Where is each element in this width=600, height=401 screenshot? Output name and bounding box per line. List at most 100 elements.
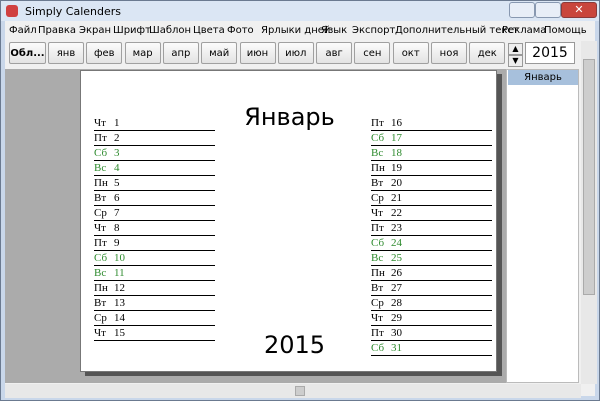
day-number: 31 — [391, 342, 402, 354]
weekday: Вс — [371, 252, 384, 264]
year-input[interactable]: 2015 — [525, 42, 575, 64]
day-row: Пн 12 — [94, 281, 215, 296]
day-row: Чт 8 — [94, 221, 215, 236]
day-row: Вт 13 — [94, 296, 215, 311]
scroll-thumb[interactable] — [295, 386, 305, 396]
day-row: Пт 16 — [371, 116, 492, 131]
month-button[interactable]: мар — [124, 42, 161, 64]
day-number: 17 — [391, 132, 402, 144]
weekday: Вс — [94, 267, 107, 279]
menu-item[interactable]: Шаблон — [149, 25, 192, 36]
title-bar: Simply Calenders ✕ — [1, 1, 599, 21]
month-button[interactable]: авг — [316, 42, 353, 64]
menu-item[interactable]: Правка — [38, 25, 77, 36]
day-row: Сб 31 — [371, 341, 492, 356]
month-button[interactable]: ноя — [431, 42, 467, 64]
month-button[interactable]: сен — [354, 42, 391, 64]
weekday: Вс — [371, 147, 384, 159]
month-button[interactable]: окт — [392, 42, 429, 64]
month-button[interactable]: дек — [469, 42, 506, 64]
menu-item[interactable]: Дополнительный текст — [395, 25, 519, 36]
weekday: Пт — [94, 237, 107, 249]
menu-item[interactable]: Фото — [227, 25, 254, 36]
weekday: Чт — [94, 327, 106, 339]
day-row: Ср 28 — [371, 296, 492, 311]
close-button[interactable]: ✕ — [561, 2, 597, 18]
day-row: Сб 24 — [371, 236, 492, 251]
day-number: 6 — [114, 192, 120, 204]
day-row: Ср 7 — [94, 206, 215, 221]
weekday: Сб — [371, 342, 385, 354]
day-row: Чт 29 — [371, 311, 492, 326]
calendar-page: Январь 2015 Чт 1 Пт 2 Сб 3 Вс 4 Пн 5 Вт 6 Ср 7 Чт 8 Пт 9 С… — [80, 70, 497, 372]
menu-item[interactable]: Файл — [9, 25, 37, 36]
weekday: Сб — [94, 147, 108, 159]
weekday: Сб — [371, 237, 385, 249]
scroll-thumb[interactable] — [583, 59, 595, 295]
weekday: Сб — [371, 132, 385, 144]
weekday: Пт — [94, 132, 107, 144]
day-number: 13 — [114, 297, 125, 309]
maximize-button[interactable] — [535, 2, 561, 18]
day-number: 19 — [391, 162, 402, 174]
day-row: Чт 22 — [371, 206, 492, 221]
horizontal-scrollbar[interactable] — [5, 384, 581, 398]
vertical-scrollbar[interactable] — [581, 41, 597, 384]
day-row: Пн 19 — [371, 161, 492, 176]
month-title: Январь — [244, 103, 335, 131]
month-button[interactable]: фев — [86, 42, 123, 64]
day-row: Чт 15 — [94, 326, 215, 341]
month-button[interactable]: июл — [277, 42, 314, 64]
minimize-button[interactable] — [509, 2, 535, 18]
year-label: 2015 — [263, 331, 326, 359]
day-number: 26 — [391, 267, 402, 279]
menu-item[interactable]: Язык — [321, 25, 348, 36]
day-number: 18 — [391, 147, 402, 159]
day-number: 28 — [391, 297, 402, 309]
day-row: Пн 5 — [94, 176, 215, 191]
weekday: Пт — [371, 222, 384, 234]
day-number: 4 — [114, 162, 120, 174]
spin-up[interactable]: ▲ — [508, 43, 523, 55]
month-button[interactable]: май — [201, 42, 238, 64]
month-button[interactable]: июн — [239, 42, 276, 64]
month-list-item[interactable]: Январь — [508, 70, 578, 85]
month-button[interactable]: апр — [162, 42, 199, 64]
day-row: Ср 21 — [371, 191, 492, 206]
weekday: Чт — [371, 207, 383, 219]
weekday: Пт — [371, 327, 384, 339]
day-number: 9 — [114, 237, 120, 249]
day-row: Чт 1 — [94, 116, 215, 131]
spin-down[interactable]: ▼ — [508, 55, 523, 67]
day-number: 21 — [391, 192, 402, 204]
day-row: Пн 26 — [371, 266, 492, 281]
day-number: 11 — [114, 267, 125, 279]
weekday: Пн — [371, 162, 385, 174]
day-number: 8 — [114, 222, 120, 234]
menu-item[interactable]: Экспорт — [352, 25, 396, 36]
day-row: Вс 25 — [371, 251, 492, 266]
day-number: 3 — [114, 147, 120, 159]
day-row: Пт 2 — [94, 131, 215, 146]
menu-item[interactable]: Помощь — [544, 25, 587, 36]
day-row: Вт 20 — [371, 176, 492, 191]
weekday: Чт — [371, 312, 383, 324]
day-row: Пт 23 — [371, 221, 492, 236]
day-number: 29 — [391, 312, 402, 324]
month-button[interactable]: янв — [48, 42, 84, 64]
menu-item[interactable]: Экран — [79, 25, 112, 36]
day-row: Сб 17 — [371, 131, 492, 146]
day-row: Пт 9 — [94, 236, 215, 251]
month-listbox[interactable] — [506, 69, 579, 383]
menu-item[interactable]: Цвета — [193, 25, 225, 36]
cover-button[interactable]: Обл... — [9, 42, 46, 64]
menu-item[interactable]: Ярлыки дней — [261, 25, 331, 36]
weekday: Пн — [371, 267, 385, 279]
weekday: Чт — [94, 117, 106, 129]
menu-item[interactable]: Реклама — [502, 25, 547, 36]
weekday: Ср — [371, 297, 384, 309]
day-number: 1 — [114, 117, 120, 129]
menu-item[interactable]: Шрифт — [113, 25, 151, 36]
day-row: Сб 3 — [94, 146, 215, 161]
weekday: Пн — [94, 177, 108, 189]
